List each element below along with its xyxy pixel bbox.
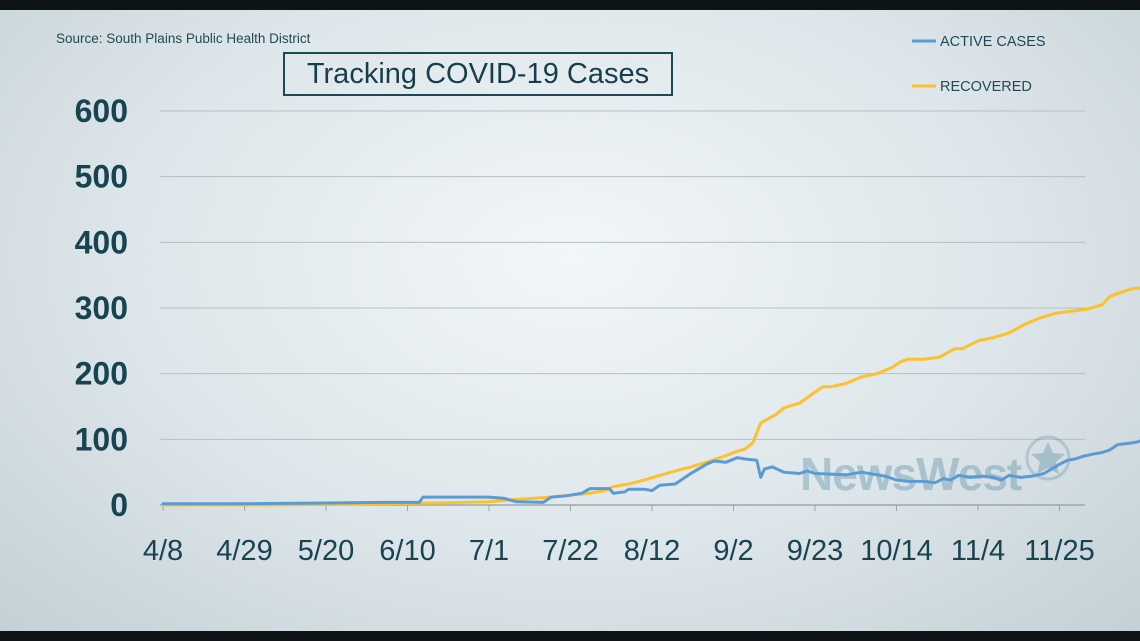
series-line-active-cases bbox=[161, 439, 1140, 506]
y-tick-label: 500 bbox=[75, 159, 128, 195]
star-badge-icon bbox=[1031, 442, 1065, 474]
x-tick-label: 4/29 bbox=[216, 535, 272, 567]
y-tick-label: 100 bbox=[75, 421, 128, 457]
watermark-logo: NewsWest bbox=[800, 435, 1071, 500]
chart-title: Tracking COVID-19 Cases bbox=[283, 52, 673, 96]
x-tick-label: 11/4 bbox=[951, 535, 1005, 567]
y-tick-label: 200 bbox=[75, 356, 128, 392]
x-tick-label: 6/10 bbox=[379, 535, 435, 567]
x-tick-label: 9/2 bbox=[713, 535, 753, 567]
legend-label: ACTIVE CASES bbox=[940, 34, 1046, 50]
y-tick-label: 300 bbox=[75, 290, 128, 326]
chart-frame: 0 100 200 300 400 500 600 4/8 4/29 5/20 6/10 7/1 7/… bbox=[0, 10, 1140, 631]
x-tick-label: 9/23 bbox=[787, 535, 843, 567]
legend: ACTIVE CASES RECOVERED bbox=[912, 34, 1046, 95]
x-tick-label: 8/12 bbox=[624, 535, 680, 567]
series-line-recovered bbox=[161, 286, 1140, 507]
x-tick-label: 7/22 bbox=[542, 535, 598, 567]
x-tick-label: 11/25 bbox=[1024, 535, 1094, 567]
y-tick-label: 0 bbox=[110, 487, 128, 523]
y-axis-ticks: 0 100 200 300 400 500 600 bbox=[75, 93, 128, 523]
badge-ring-icon bbox=[1025, 435, 1071, 481]
y-tick-label: 600 bbox=[75, 93, 128, 129]
grid-lines bbox=[160, 110, 1085, 506]
series-lines bbox=[161, 286, 1140, 507]
x-tick-label: 5/20 bbox=[298, 535, 354, 567]
x-tick-label: 7/1 bbox=[469, 535, 509, 567]
x-tick-label: 10/14 bbox=[860, 535, 933, 567]
source-note: Source: South Plains Public Health Distr… bbox=[56, 31, 311, 46]
x-axis-ticks: 4/8 4/29 5/20 6/10 7/1 7/22 8/12 9/2 9/23 10/14 11… bbox=[143, 505, 1095, 567]
legend-label: RECOVERED bbox=[940, 79, 1032, 95]
line-chart: 0 100 200 300 400 500 600 4/8 4/29 5/20 6/10 7/1 7/… bbox=[75, 34, 1140, 567]
y-tick-label: 400 bbox=[75, 224, 128, 260]
x-tick-label: 4/8 bbox=[143, 535, 183, 567]
